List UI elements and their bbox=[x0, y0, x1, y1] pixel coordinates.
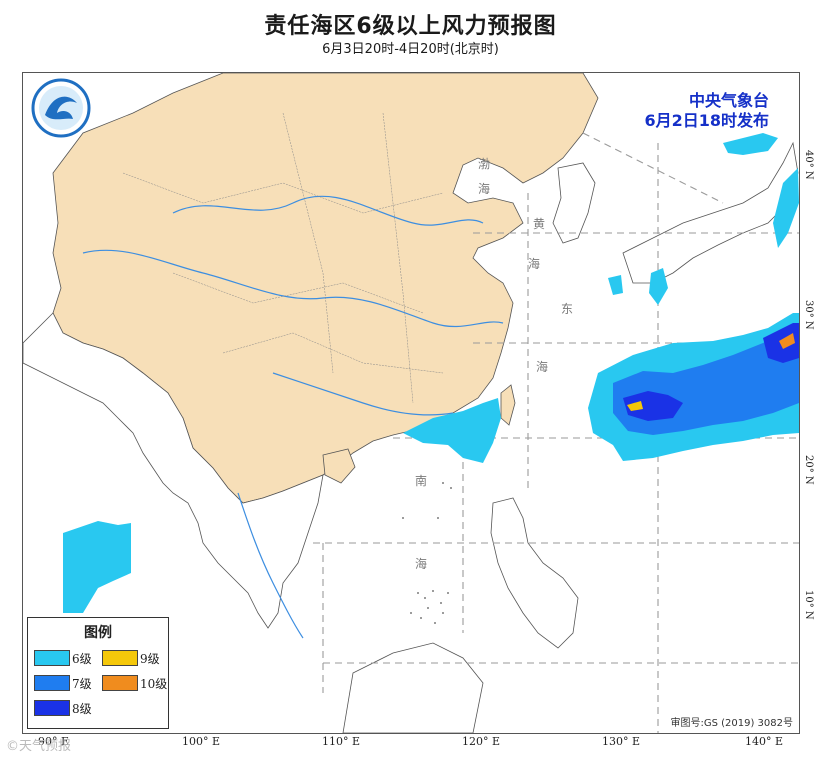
wind-zone-6-japan bbox=[723, 133, 778, 155]
borneo-island bbox=[342, 642, 484, 733]
lat-label-20: 20° N bbox=[803, 455, 814, 485]
wind-zone-6-japan-east bbox=[773, 168, 799, 248]
legend-swatch-7 bbox=[34, 675, 70, 691]
sea-label-bohai-1: 渤 bbox=[478, 157, 490, 171]
taiwan-island bbox=[500, 384, 516, 426]
legend-label-6: 6级 bbox=[72, 652, 92, 666]
wind-zone-9-pacific bbox=[627, 401, 643, 411]
province-boundaries bbox=[122, 112, 444, 404]
legend-swatch-8 bbox=[34, 700, 70, 716]
cma-logo bbox=[31, 78, 91, 138]
lon-label-120: 120° E bbox=[462, 735, 501, 748]
legend-box: 图例 6级 9级 7级 10级 8级 bbox=[27, 617, 169, 729]
lon-label-130: 130° E bbox=[602, 735, 641, 748]
wind-zone-6-andaman bbox=[63, 521, 131, 613]
sea-label-huanghai-2: 海 bbox=[528, 256, 540, 271]
map-frame: 渤 海 黄 海 东 海 南 海 中央气象台 6月2日18时发布 图例 bbox=[22, 72, 800, 734]
sea-label-nanhai-2: 海 bbox=[415, 556, 427, 571]
indochina-landmass bbox=[23, 312, 324, 629]
map-subtitle: 6月3日20时-4日20时(北京时) bbox=[322, 42, 499, 57]
philippines-islands bbox=[490, 497, 579, 649]
sea-label-donghai-1: 东 bbox=[561, 302, 573, 316]
legend-label-9: 9级 bbox=[140, 652, 160, 666]
legend-title: 图例 bbox=[84, 625, 112, 641]
wind-zone-8-pacific bbox=[623, 391, 683, 421]
legend-swatch-9 bbox=[102, 650, 138, 666]
legend-label-10: 10级 bbox=[140, 677, 168, 691]
legend-label-7: 7级 bbox=[72, 677, 92, 691]
hainan-island bbox=[322, 448, 356, 484]
lon-label-100: 100° E bbox=[182, 735, 221, 748]
map-canvas[interactable]: 渤 海 黄 海 东 海 南 海 bbox=[23, 73, 799, 733]
korea-peninsula bbox=[552, 162, 596, 244]
map-title: 责任海区6级以上风力预报图 bbox=[264, 14, 557, 39]
lon-label-110: 110° E bbox=[322, 735, 361, 748]
map-approval-number: 审图号:GS (2019) 3082号 bbox=[670, 718, 793, 729]
sea-label-huanghai-1: 黄 bbox=[533, 217, 545, 231]
wind-zone-6-kyushu bbox=[649, 268, 668, 305]
wind-zone-10-east bbox=[779, 333, 795, 349]
wind-zone-6-taiwan-strait bbox=[403, 398, 501, 463]
japan-islands bbox=[622, 141, 799, 284]
sea-label-bohai-2: 海 bbox=[478, 181, 490, 196]
sea-label-donghai-2: 海 bbox=[536, 359, 548, 374]
watermark: ©天气预报 bbox=[6, 739, 72, 754]
lat-label-40: 40° N bbox=[803, 150, 814, 180]
issuer-name: 中央气象台 bbox=[688, 91, 769, 110]
lon-label-90: 90° E bbox=[38, 735, 70, 748]
issuer-time: 6月2日18时发布 bbox=[644, 111, 769, 130]
scs-islands bbox=[402, 482, 452, 624]
lat-label-10: 10° N bbox=[803, 590, 814, 620]
issuer-block: 中央气象台 6月2日18时发布 bbox=[644, 91, 769, 131]
wind-zone-6-okinawa bbox=[608, 275, 623, 295]
legend-swatch-10 bbox=[102, 675, 138, 691]
rivers bbox=[82, 195, 504, 639]
lat-label-30: 30° N bbox=[803, 300, 814, 330]
sea-label-nanhai-1: 南 bbox=[415, 473, 427, 488]
legend-label-8: 8级 bbox=[72, 702, 92, 716]
sea-area-grid bbox=[313, 132, 799, 733]
lon-label-140: 140° E bbox=[745, 735, 784, 748]
legend-swatch-6 bbox=[34, 650, 70, 666]
